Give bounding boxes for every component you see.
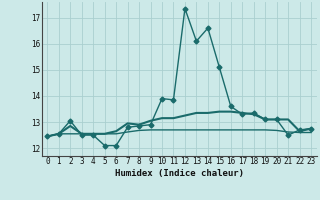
X-axis label: Humidex (Indice chaleur): Humidex (Indice chaleur) [115, 169, 244, 178]
